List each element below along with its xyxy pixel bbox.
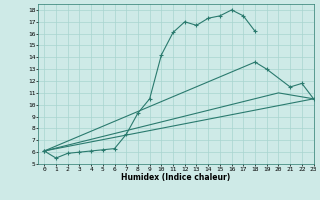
X-axis label: Humidex (Indice chaleur): Humidex (Indice chaleur) <box>121 173 231 182</box>
